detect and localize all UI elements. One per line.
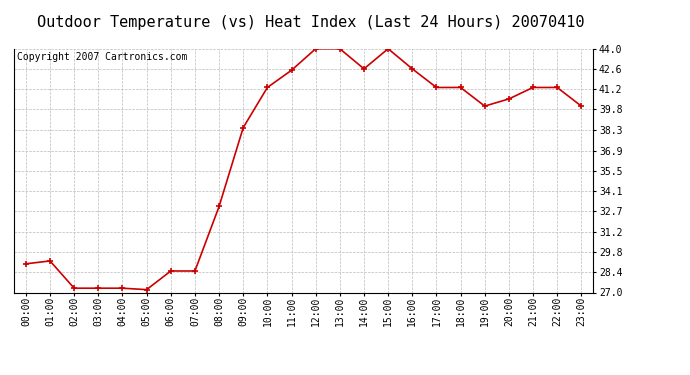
- Text: Outdoor Temperature (vs) Heat Index (Last 24 Hours) 20070410: Outdoor Temperature (vs) Heat Index (Las…: [37, 15, 584, 30]
- Text: Copyright 2007 Cartronics.com: Copyright 2007 Cartronics.com: [17, 53, 187, 62]
